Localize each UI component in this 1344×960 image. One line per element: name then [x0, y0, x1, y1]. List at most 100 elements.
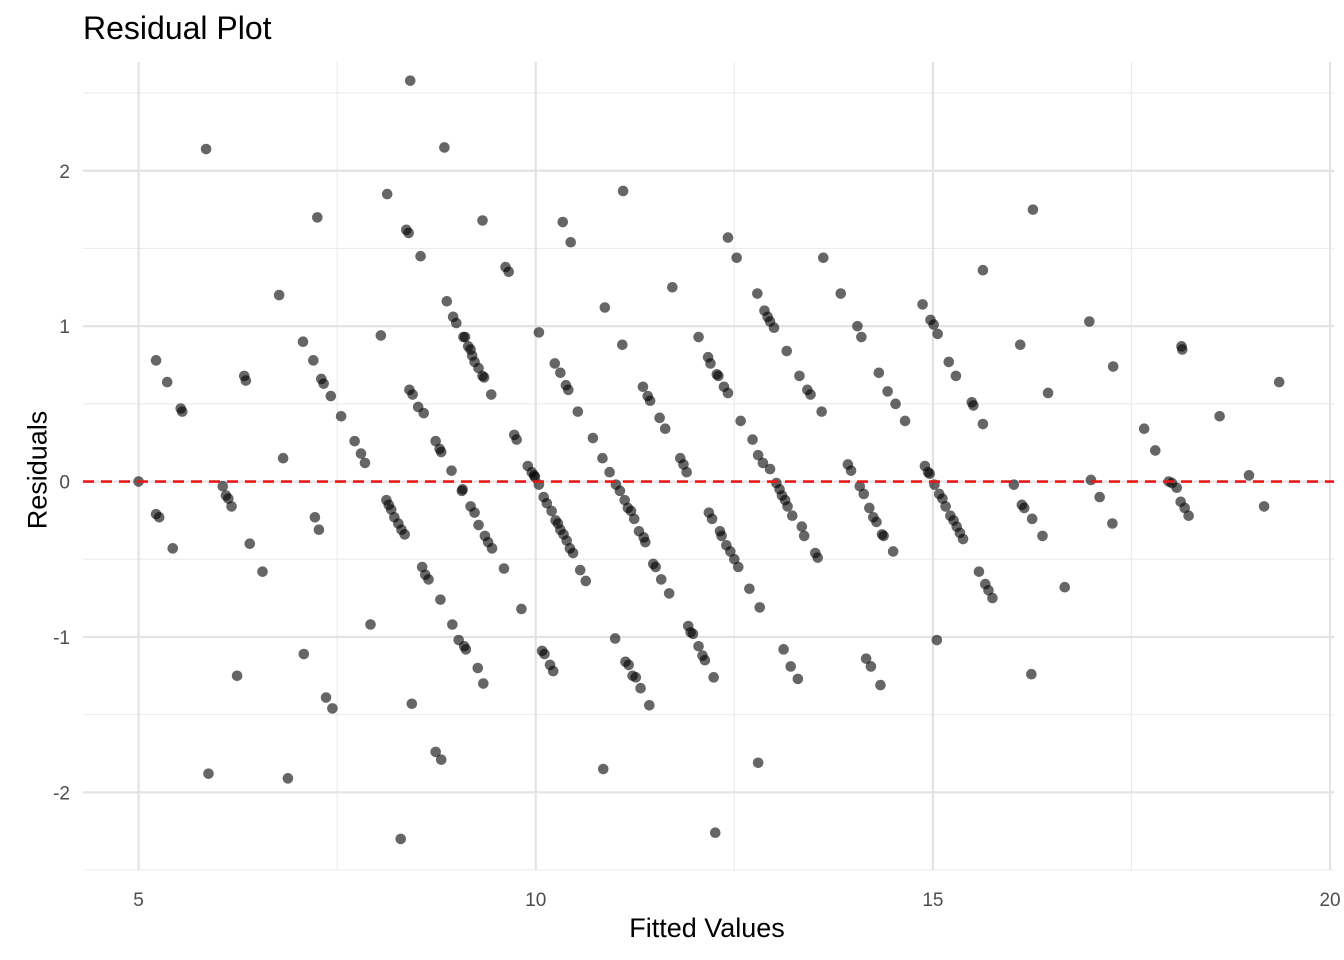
- data-point: [705, 358, 716, 369]
- y-tick-label: -2: [53, 783, 70, 804]
- data-point: [203, 768, 214, 779]
- data-point: [623, 659, 634, 671]
- data-point: [381, 188, 393, 200]
- data-point: [617, 339, 628, 351]
- data-point: [860, 653, 872, 664]
- data-point: [1107, 518, 1118, 529]
- data-point: [681, 466, 692, 478]
- data-point: [943, 356, 955, 368]
- data-point: [1014, 339, 1026, 351]
- y-tick-label: 0: [59, 473, 70, 494]
- x-tick-label: 20: [1319, 890, 1340, 911]
- data-point: [917, 299, 928, 310]
- data-point: [355, 448, 367, 459]
- data-point: [754, 602, 766, 613]
- data-point: [478, 372, 490, 383]
- data-point: [752, 288, 763, 299]
- data-point: [722, 387, 734, 399]
- data-point: [882, 386, 893, 397]
- data-point: [968, 400, 979, 411]
- data-point: [485, 389, 497, 400]
- data-point: [406, 698, 418, 710]
- data-point: [973, 566, 985, 577]
- data-point: [318, 378, 329, 389]
- data-point: [403, 227, 414, 239]
- data-point: [687, 628, 699, 640]
- data-point: [546, 505, 557, 517]
- data-point: [708, 672, 719, 683]
- data-point: [713, 370, 724, 382]
- data-point: [731, 252, 742, 264]
- data-point: [987, 592, 998, 604]
- data-point: [150, 355, 162, 366]
- data-point: [200, 143, 212, 155]
- data-point: [637, 381, 649, 393]
- data-point: [796, 521, 808, 532]
- data-point: [871, 516, 882, 528]
- data-point: [418, 407, 430, 419]
- data-point: [257, 566, 268, 577]
- data-point: [167, 543, 179, 554]
- data-point: [835, 288, 847, 299]
- data-point: [604, 466, 615, 478]
- data-point: [375, 330, 387, 341]
- data-point: [1149, 445, 1161, 456]
- data-point: [865, 661, 877, 672]
- data-point: [297, 336, 309, 347]
- data-point: [240, 375, 252, 386]
- data-point: [1107, 361, 1119, 372]
- data-point: [273, 289, 285, 301]
- data-point: [864, 502, 875, 514]
- data-point: [478, 678, 489, 689]
- data-point: [614, 485, 626, 497]
- data-point: [1027, 204, 1039, 215]
- data-point: [732, 561, 744, 573]
- data-point: [722, 232, 734, 243]
- data-point: [1214, 410, 1225, 422]
- data-point: [308, 355, 319, 366]
- data-point: [1026, 513, 1038, 525]
- data-point: [931, 634, 943, 646]
- data-point: [244, 538, 256, 549]
- data-point: [706, 513, 718, 525]
- data-point: [498, 563, 510, 574]
- data-point: [226, 501, 237, 512]
- data-point: [597, 763, 609, 775]
- data-point: [977, 418, 989, 430]
- data-point: [533, 327, 545, 338]
- y-axis-label: Residuals: [22, 410, 53, 530]
- data-point: [957, 533, 969, 545]
- data-point: [557, 216, 569, 228]
- data-point: [709, 827, 721, 839]
- data-point: [327, 703, 338, 714]
- data-point: [816, 406, 827, 417]
- data-point: [567, 547, 579, 559]
- y-tick-label: 1: [59, 317, 70, 338]
- data-point: [747, 434, 758, 445]
- data-point: [563, 384, 574, 396]
- data-point: [313, 524, 325, 536]
- data-point: [549, 358, 561, 369]
- major-gridlines: [83, 62, 1334, 870]
- data-point: [805, 389, 816, 400]
- data-point: [887, 546, 899, 557]
- data-point: [928, 319, 939, 330]
- data-point: [1171, 482, 1183, 494]
- data-point: [469, 507, 480, 518]
- data-point: [782, 501, 793, 512]
- data-point: [435, 594, 446, 605]
- data-point: [792, 673, 804, 685]
- data-point: [277, 452, 289, 464]
- data-point: [977, 264, 989, 276]
- data-point: [617, 185, 629, 197]
- data-point: [503, 266, 515, 278]
- data-point: [477, 215, 488, 226]
- data-point: [555, 367, 566, 379]
- data-point: [873, 367, 885, 379]
- data-point: [644, 699, 655, 711]
- x-tick-label: 5: [133, 890, 144, 911]
- data-point: [798, 530, 810, 542]
- data-point: [693, 640, 704, 652]
- data-point: [628, 513, 640, 525]
